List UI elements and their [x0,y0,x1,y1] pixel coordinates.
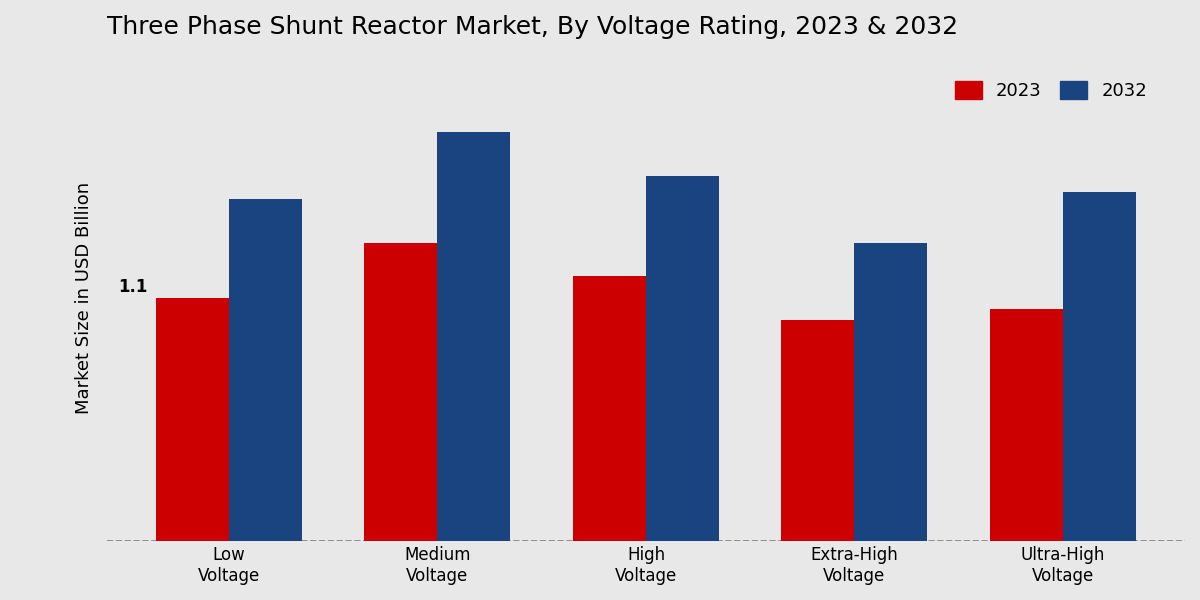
Bar [229,199,302,541]
Bar [438,132,510,541]
Legend: 2023, 2032: 2023, 2032 [947,74,1154,107]
Y-axis label: Market Size in USD Billion: Market Size in USD Billion [74,182,94,414]
Bar [1063,192,1136,541]
Text: 1.1: 1.1 [118,278,148,296]
Bar [781,320,854,541]
Bar [365,243,438,541]
Bar [646,176,719,541]
Bar [990,309,1063,541]
Text: Three Phase Shunt Reactor Market, By Voltage Rating, 2023 & 2032: Three Phase Shunt Reactor Market, By Vol… [107,15,958,39]
Bar [156,298,229,541]
Bar [572,276,646,541]
Bar [854,243,928,541]
